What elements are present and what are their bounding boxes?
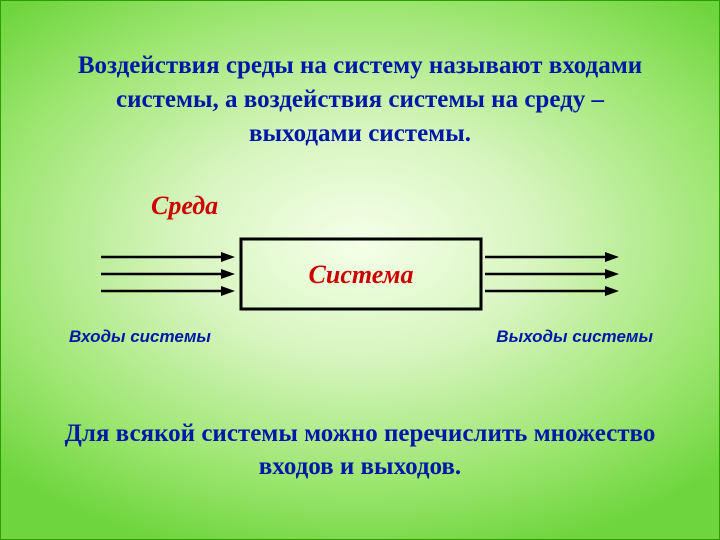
diagram-svg: Система <box>61 231 661 321</box>
environment-label: Среда <box>151 191 218 221</box>
system-box-label: Система <box>309 260 414 289</box>
inputs-caption: Входы системы <box>69 327 211 347</box>
system-diagram: Система Входы системы Выходы системы <box>61 231 661 371</box>
footer-text: Для всякой системы можно перечислить мно… <box>61 417 659 485</box>
outputs-caption: Выходы системы <box>496 327 653 347</box>
heading-text: Воздействия среды на систему называют вх… <box>61 49 659 150</box>
slide: Воздействия среды на систему называют вх… <box>0 0 720 540</box>
